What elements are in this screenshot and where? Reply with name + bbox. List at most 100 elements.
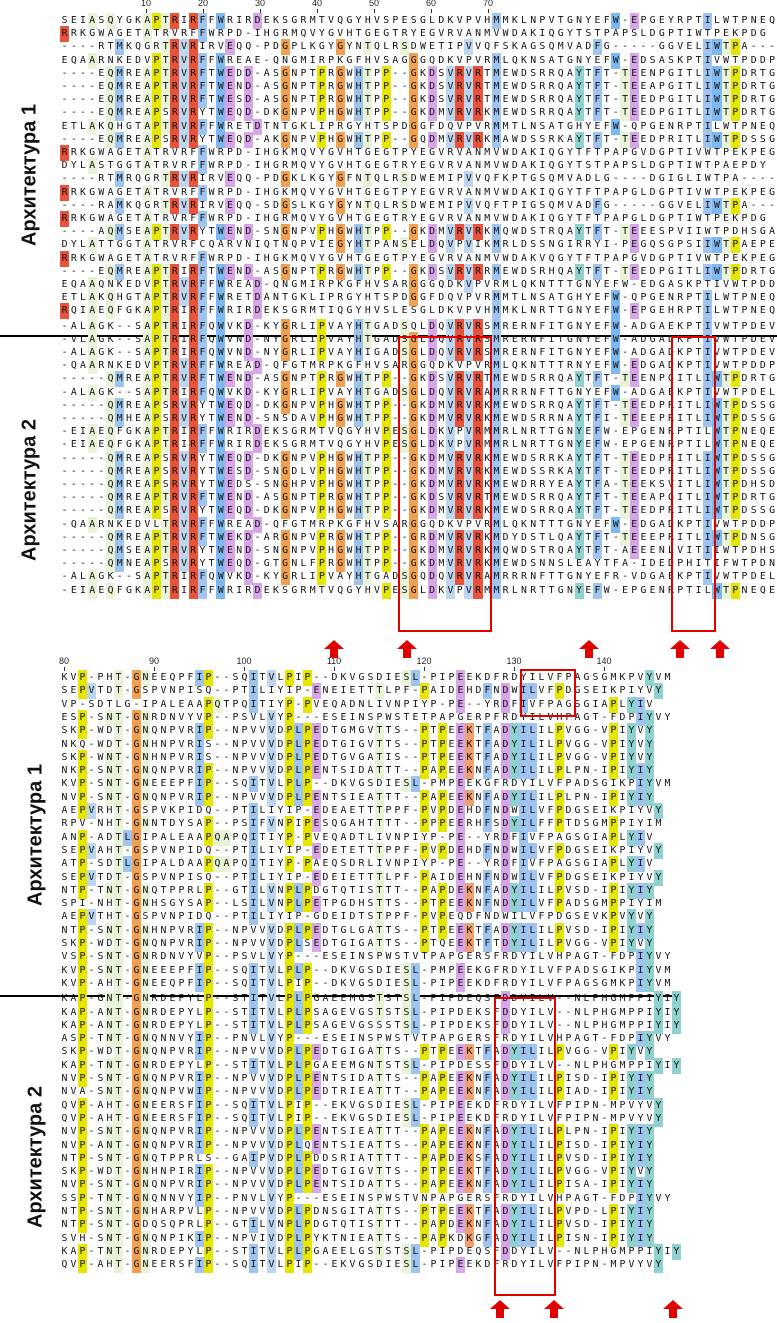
ruler-tick (154, 667, 155, 671)
ruler-label: 50 (368, 0, 380, 8)
up-arrow-icon (579, 640, 599, 658)
ruler-tick (146, 9, 147, 13)
ruler-tick (604, 667, 605, 671)
ruler-label: 60 (425, 0, 437, 8)
architecture-2-label-bottom: Архитектура 2 (24, 1086, 47, 1228)
up-arrow-icon (397, 640, 417, 658)
ruler-tick (244, 667, 245, 671)
ruler-tick (317, 9, 318, 13)
ruler-tick (488, 9, 489, 13)
up-arrow-icon (670, 640, 690, 658)
architecture-1-label-top: Архитектура 1 (18, 104, 41, 246)
architecture-1-label-bottom: Архитектура 1 (24, 764, 47, 906)
ruler-tick (424, 667, 425, 671)
highlight-box-bottom-upper (520, 669, 576, 717)
ruler-label: 110 (326, 656, 342, 666)
ruler-label: 130 (506, 656, 522, 666)
up-arrow-icon (710, 640, 730, 658)
ruler-label: 20 (197, 0, 209, 8)
architecture-2-label-top: Архитектура 2 (18, 419, 41, 561)
ruler-tick (431, 9, 432, 13)
up-arrow-icon (663, 1300, 683, 1318)
ruler-tick (514, 667, 515, 671)
highlight-box-top-left (398, 336, 492, 632)
ruler-label: 100 (236, 656, 252, 666)
group-divider-bottom (0, 995, 680, 997)
ruler-label: 40 (311, 0, 323, 8)
up-arrow-icon (544, 1300, 564, 1318)
